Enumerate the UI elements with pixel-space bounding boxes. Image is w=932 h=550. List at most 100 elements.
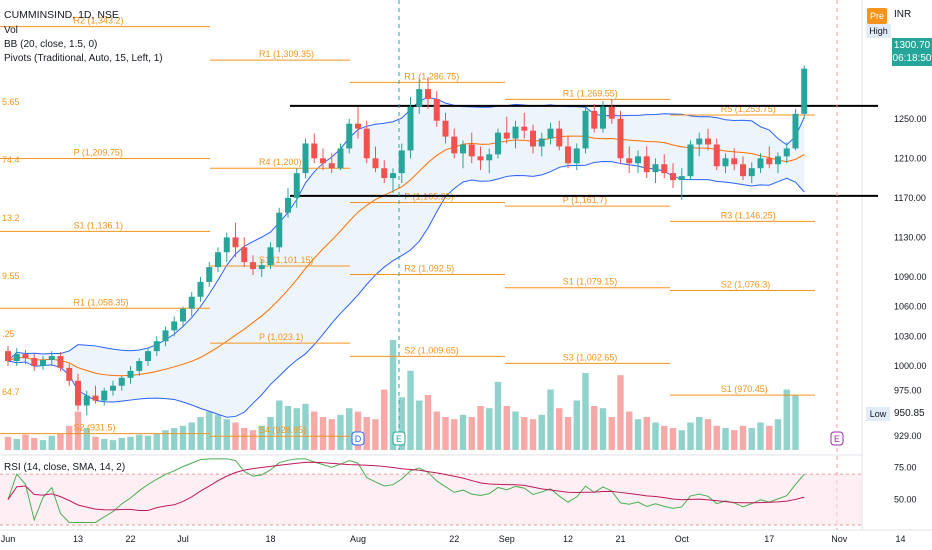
volume-bar: [661, 425, 668, 450]
volume-bar: [486, 408, 493, 450]
event-marker-label: D: [355, 434, 362, 444]
candle-body: [503, 132, 510, 139]
volume-bar: [617, 375, 624, 450]
pivot-label: R2 (1,343.2): [74, 16, 124, 26]
candle-body: [530, 130, 536, 147]
candle-body: [433, 98, 440, 121]
price-tick-label: 1250.00: [894, 114, 927, 124]
candle-body: [565, 146, 571, 164]
pivot-label: R1 (1,058.35): [74, 297, 129, 307]
candle-body: [608, 106, 615, 119]
time-tick-label: 13: [73, 534, 83, 544]
candle-body: [285, 197, 291, 213]
candle-body: [600, 106, 606, 129]
candle-body: [293, 173, 300, 198]
price-tick-label: 1060.00: [894, 302, 927, 312]
volume-bar: [92, 436, 99, 450]
volume-bar: [564, 417, 572, 450]
volume-bar: [643, 417, 650, 450]
pivot-edge-label: 64.7: [2, 387, 20, 397]
volume-bar: [188, 422, 195, 450]
volume-bar: [171, 428, 178, 450]
volume-bar: [39, 440, 47, 450]
pivot-label: R5 (1,253.75): [721, 104, 776, 114]
candle-body: [643, 156, 650, 173]
pivots-legend: Pivots (Traditional, Auto, 15, Left, 1): [4, 53, 163, 64]
time-tick-label: 17: [764, 534, 774, 544]
low-value: 950.85: [894, 408, 925, 419]
volume-bar: [48, 435, 55, 450]
time-tick-label: 14: [895, 534, 905, 544]
volume-bar: [529, 419, 537, 450]
candle-body: [31, 358, 38, 366]
event-marker-label: E: [396, 434, 402, 444]
pivot-label: P (1,161.7): [563, 195, 607, 205]
low-tag: Low: [866, 407, 890, 421]
volume-bar: [582, 373, 589, 450]
candle-body: [687, 144, 694, 177]
volume-bar: [136, 434, 143, 450]
volume-bar: [503, 406, 510, 450]
volume-bar: [459, 414, 467, 450]
volume-bar: [792, 395, 799, 450]
candle-body: [206, 267, 213, 282]
volume-bar: [739, 425, 747, 450]
volume-bar: [442, 417, 449, 450]
candle-body: [713, 144, 720, 167]
volume-bar: [372, 419, 379, 450]
last-price-tag: 1300.70 06:18:50: [892, 38, 932, 66]
event-marker: [392, 431, 406, 446]
pivot-label: S2 (931.5): [74, 423, 116, 433]
volume-bar: [311, 411, 318, 450]
volume-bar: [451, 419, 458, 450]
volume-bar: [433, 411, 440, 450]
candle-body: [442, 120, 449, 137]
candle-body: [232, 237, 239, 248]
volume-bar: [722, 428, 729, 450]
volume-bar: [757, 422, 764, 450]
rsi-tick-label: 50.00: [894, 495, 917, 505]
volume-bar: [704, 419, 712, 450]
volume-bar: [573, 400, 580, 450]
pivot-label: S1 (970.45): [721, 384, 768, 394]
volume-bar: [284, 406, 292, 450]
volume-bar: [398, 397, 405, 450]
candle-body: [145, 351, 151, 362]
volume-bar: [101, 439, 108, 450]
volume-bar: [127, 436, 134, 450]
volume-bar: [153, 433, 160, 450]
volume-bar: [512, 411, 519, 450]
candle-body: [363, 128, 370, 159]
candle-body: [792, 113, 799, 149]
volume-bar: [83, 428, 90, 450]
pivot-label: R3 (1,146.25): [721, 210, 776, 220]
event-marker-label: E: [834, 434, 840, 444]
candle-body: [582, 110, 589, 149]
candle-body: [223, 237, 230, 253]
candle-body: [538, 138, 545, 147]
rsi-band-fill: [0, 474, 862, 525]
pivot-label: S4 (928.95): [259, 425, 306, 435]
event-marker: [830, 431, 844, 446]
candle-body: [127, 370, 134, 378]
candle-body: [337, 148, 344, 169]
volume-bar: [66, 425, 73, 450]
pivot-label: R1 (1,309.35): [259, 49, 314, 59]
pivot-edge-label: .25: [2, 329, 15, 339]
volume-bar: [521, 417, 528, 450]
currency-label: INR: [894, 9, 912, 20]
volume-bar: [477, 406, 484, 450]
rsi-tick-label: 75.00: [894, 463, 917, 473]
candle-body: [486, 154, 493, 161]
candle-body: [495, 132, 501, 155]
bollinger-basis: [7, 135, 805, 377]
rsi-legend: RSI (14, close, SMA, 14, 2): [4, 462, 126, 473]
volume-bar: [328, 419, 335, 450]
pivot-label: S2 (1,076.3): [721, 280, 771, 290]
pivot-label: S2 (1,009.65): [404, 345, 459, 355]
time-tick-label: Nov: [831, 534, 848, 544]
price-tick-label: 1210.00: [894, 153, 927, 163]
volume-bar: [118, 437, 125, 450]
volume-bar: [363, 417, 370, 450]
